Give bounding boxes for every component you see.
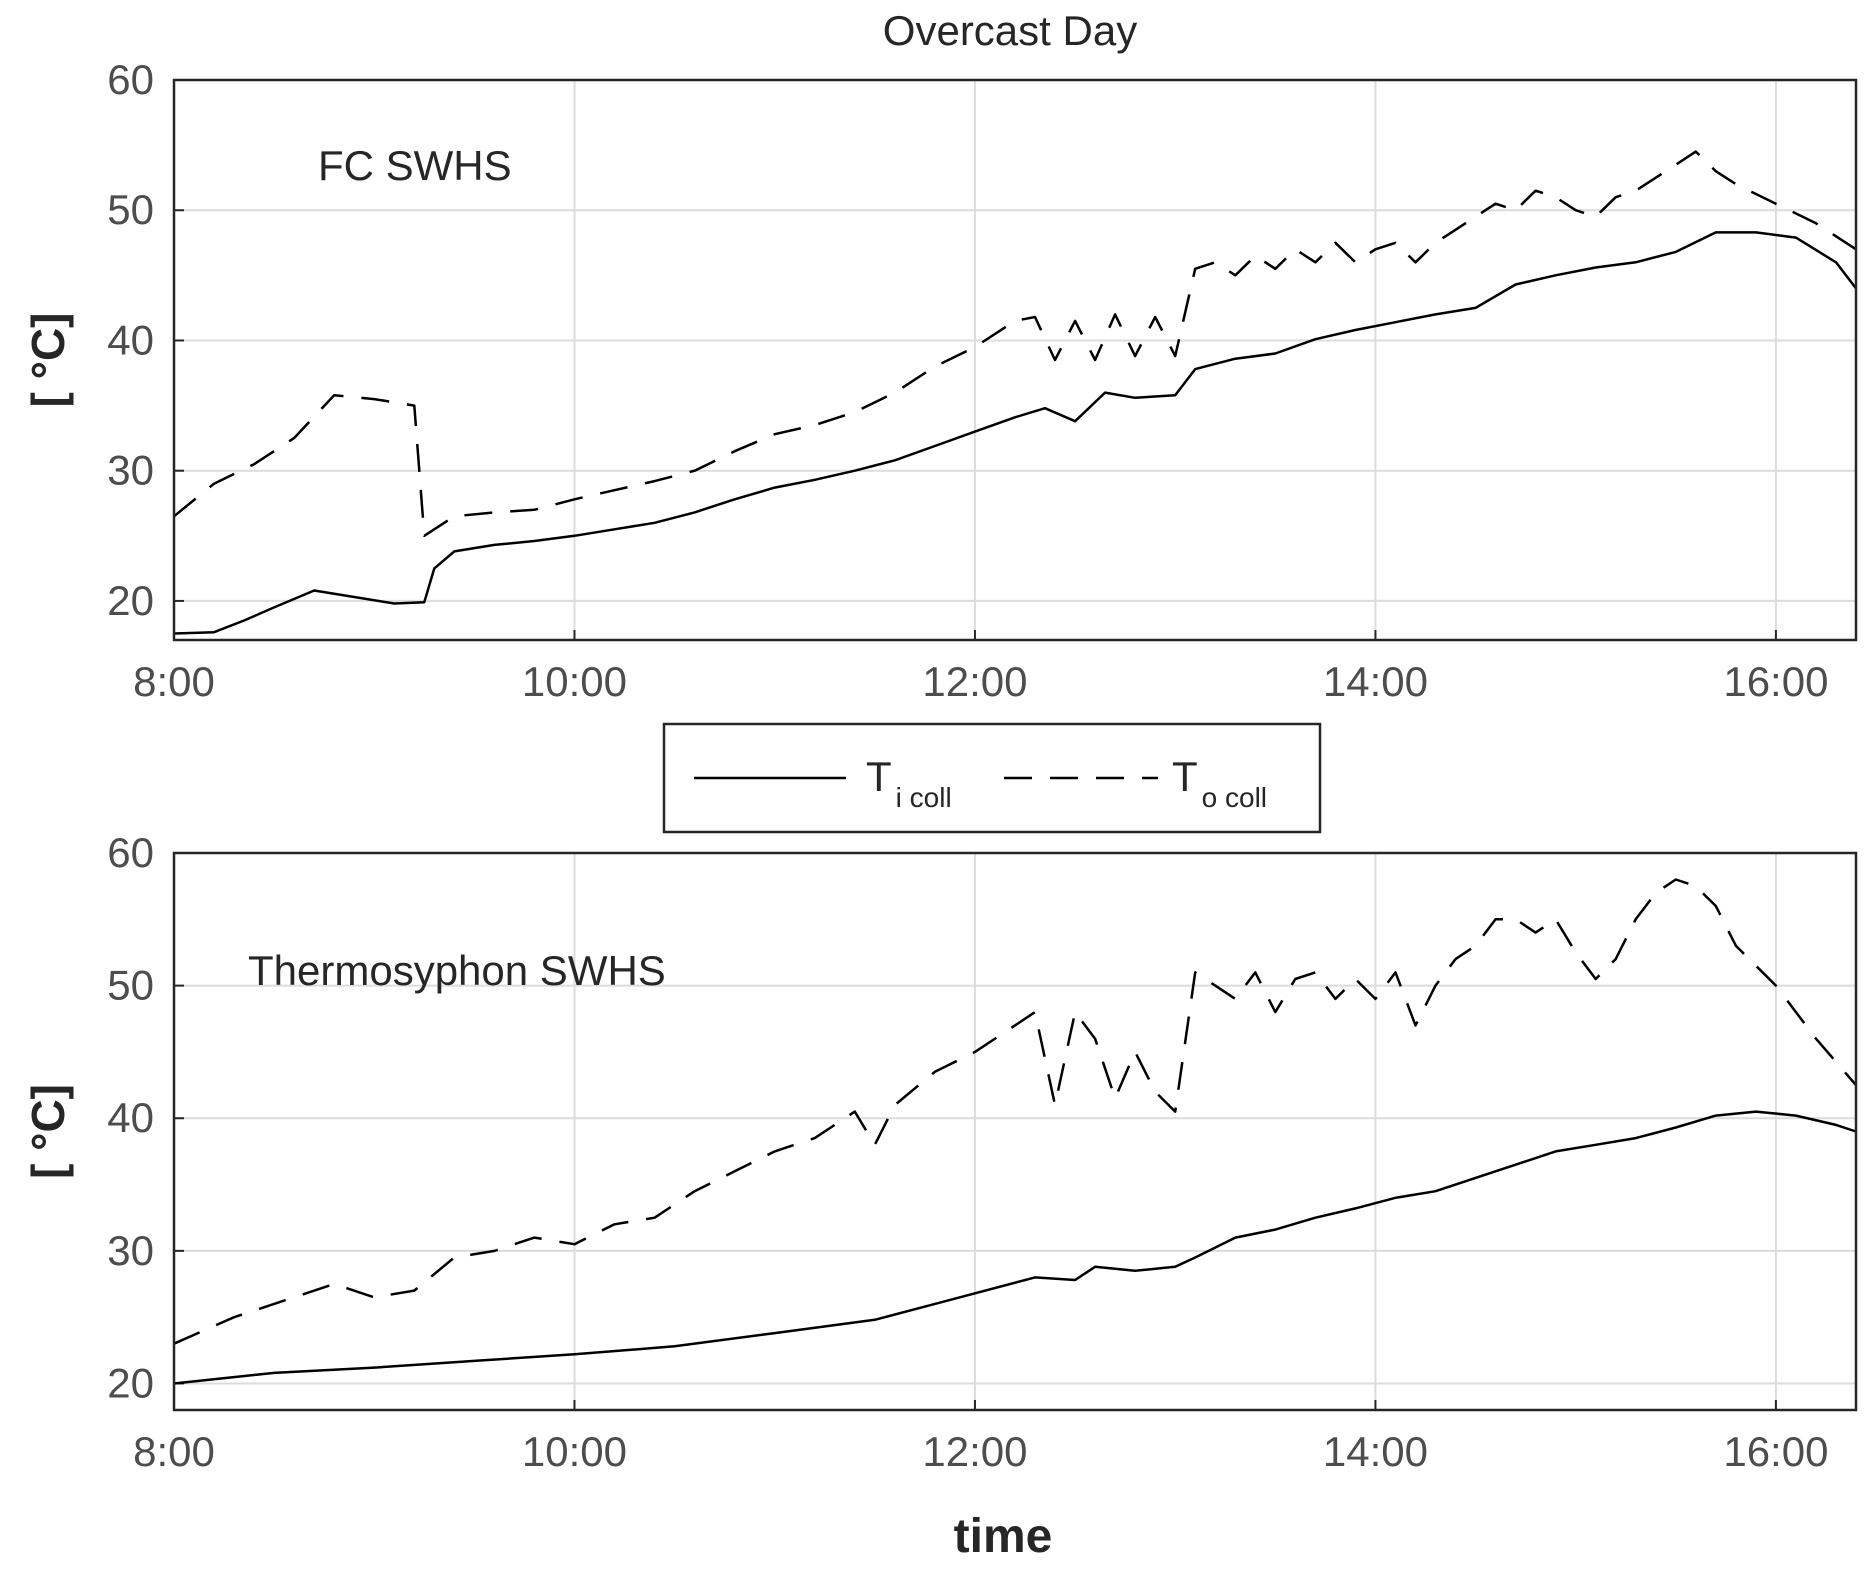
- series-line-t-o-coll: [173, 150, 1857, 538]
- x-tick-label: 16:00: [1723, 1428, 1828, 1475]
- figure-title: Overcast Day: [883, 7, 1137, 54]
- x-tick-label: 16:00: [1723, 658, 1828, 705]
- x-tick-label: 10:00: [522, 1428, 627, 1475]
- axes-box: [172, 78, 1858, 642]
- y-axis-label: [ °C]: [22, 312, 74, 407]
- y-tick-label: 30: [107, 1227, 154, 1274]
- x-tick-label: 10:00: [522, 658, 627, 705]
- axes-box: [172, 851, 1858, 1412]
- x-tick-labels: 8:00 10:00 12:00 14:00 16:00: [133, 1428, 1828, 1475]
- series-lines: [173, 150, 1857, 635]
- x-tick-label: 12:00: [922, 658, 1027, 705]
- chart-fc-swhs: 8:00 10:00 12:00 14:00 16:00 20 30 40 50 60 FC S…: [22, 56, 1858, 705]
- y-tick-label: 40: [107, 316, 154, 363]
- series-line-t-i-coll: [173, 231, 1857, 635]
- chart-thermosyphon-swhs: 8:00 10:00 12:00 14:00 16:00 20 30 40 50 60 Ther…: [22, 829, 1858, 1475]
- legend-subscript-i-coll: i coll: [896, 782, 952, 813]
- legend-symbol-t-o: T: [1172, 753, 1198, 800]
- y-tick-label: 20: [107, 577, 154, 624]
- legend-box: [662, 722, 1322, 834]
- y-tick-labels: 20 30 40 50 60: [107, 56, 154, 624]
- panel-title-thermosyphon-swhs: Thermosyphon SWHS: [248, 947, 666, 994]
- y-tick-label: 40: [107, 1094, 154, 1141]
- series-line-t-i-coll: [173, 1110, 1857, 1385]
- legend-symbol-t-i: T: [866, 753, 892, 800]
- series-line-t-o-coll: [173, 878, 1857, 1345]
- y-tick-label: 60: [107, 56, 154, 103]
- y-tick-label: 20: [107, 1359, 154, 1406]
- x-tick-label: 12:00: [922, 1428, 1027, 1475]
- series-lines: [173, 878, 1857, 1385]
- x-tick-label: 14:00: [1323, 1428, 1428, 1475]
- y-tick-label: 50: [107, 186, 154, 233]
- y-tick-label: 30: [107, 447, 154, 494]
- legend-subscript-o-coll: o coll: [1202, 782, 1267, 813]
- x-tick-label: 14:00: [1323, 658, 1428, 705]
- y-axis-label: [ °C]: [22, 1084, 74, 1179]
- panel-title-fc-swhs: FC SWHS: [318, 142, 512, 189]
- x-axis-label: time: [954, 1510, 1053, 1563]
- y-tick-label: 60: [107, 829, 154, 876]
- y-tick-label: 50: [107, 962, 154, 1009]
- x-tick-label: 8:00: [133, 1428, 215, 1475]
- y-tick-labels: 20 30 40 50 60: [107, 829, 154, 1406]
- x-tick-labels: 8:00 10:00 12:00 14:00 16:00: [133, 658, 1828, 705]
- x-tick-label: 8:00: [133, 658, 215, 705]
